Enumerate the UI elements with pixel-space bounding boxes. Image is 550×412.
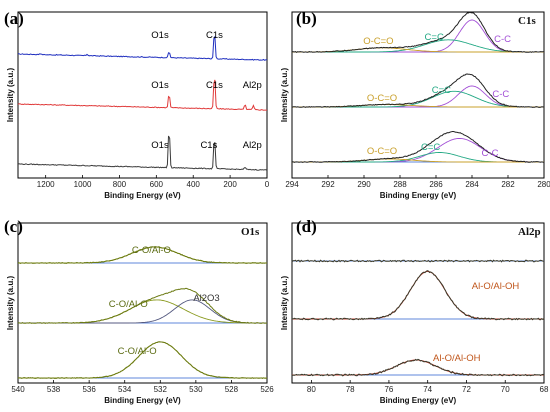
survey-spectrum-1: [17, 79, 267, 111]
x-tick-label: 288: [393, 180, 407, 189]
x-tick-label: 290: [357, 180, 371, 189]
fit-component: [292, 137, 544, 163]
y-axis-title: Intensity (a.u.): [280, 68, 289, 123]
envelope-curve: [291, 131, 545, 163]
plot-frame: [291, 11, 545, 179]
panel-title: O1s: [241, 226, 260, 238]
envelope-curve: [17, 341, 268, 379]
peak-label: Al-O/Al-OH: [433, 353, 481, 364]
fit-component: [292, 39, 544, 53]
x-tick-label: 294: [285, 180, 299, 189]
peak-annotation: O1s: [151, 140, 169, 151]
x-tick-label: 286: [429, 180, 443, 189]
x-tick-label: 600: [150, 180, 164, 189]
x-tick-label: 534: [118, 385, 132, 394]
x-tick-label: 68: [540, 385, 549, 394]
x-tick-label: 536: [82, 385, 96, 394]
x-tick-label: 538: [47, 385, 61, 394]
peak-label: C=C: [432, 85, 451, 96]
y-axis-title: Intensity (a.u.): [280, 276, 289, 331]
peak-annotation: C1s: [206, 80, 223, 91]
plot-frame: [17, 222, 268, 384]
peak-label: C-O/Al-O: [118, 346, 157, 357]
x-tick-label: 526: [260, 385, 274, 394]
peak-annotation: C1s: [200, 140, 217, 151]
panel-d: (d) Al2p 80 78 76 74 72 70 68 Binding Energy (eV)…: [280, 217, 549, 405]
peak-label: C-C: [492, 89, 509, 100]
envelope-curve: [17, 287, 268, 324]
panel-label: (b): [296, 9, 317, 28]
envelope-curve: [17, 246, 268, 264]
x-axis-title: Binding Energy (eV): [104, 191, 181, 200]
panel-c: (c) O1s 540 538 536 534 532 530 528 526 Binding En…: [4, 217, 274, 405]
x-tick-label: 292: [321, 180, 335, 189]
y-axis-title: Intensity (a.u.): [6, 276, 15, 331]
x-tick-label: 72: [462, 385, 471, 394]
panel-a: (a) 1200 1000 800 600 400 200 0 Binding Energy (…: [4, 9, 270, 200]
survey-spectrum-0: [18, 36, 267, 61]
peak-label: C=C: [425, 32, 444, 43]
x-tick-label: 0: [265, 180, 270, 189]
panel-label: (c): [4, 217, 23, 236]
envelope-curve: [291, 259, 545, 263]
x-tick-label: 74: [423, 385, 432, 394]
x-tick-label: 284: [465, 180, 479, 189]
x-tick-label: 200: [223, 180, 237, 189]
x-tick-label: 1000: [74, 180, 92, 189]
x-tick-label: 400: [187, 180, 201, 189]
x-tick-label: 540: [11, 385, 25, 394]
envelope-curve: [291, 73, 545, 108]
x-tick-label: 80: [307, 385, 316, 394]
plot-frame: [17, 11, 268, 179]
peak-annotation: O1s: [151, 30, 169, 41]
y-axis-title: Intensity (a.u.): [6, 68, 15, 123]
x-tick-label: 282: [501, 180, 515, 189]
plot-frame: [291, 222, 545, 384]
x-tick-label: 1200: [37, 180, 55, 189]
peak-label: C-O/Al-O: [132, 245, 171, 256]
x-axis-title: Binding Energy (eV): [380, 396, 457, 405]
peak-annotation: C1s: [206, 30, 223, 41]
peak-label: O-C=O: [363, 36, 393, 47]
peak-annotation: Al2p: [243, 140, 262, 151]
x-axis-title: Binding Energy (eV): [104, 396, 181, 405]
x-tick-label: 78: [346, 385, 355, 394]
peak-label: C-C: [494, 34, 511, 45]
x-tick-label: 800: [113, 180, 127, 189]
panel-b: (b) C1s 294 292 290 288 286 284 282 280 Binding En…: [280, 9, 550, 200]
panel-label: (a): [4, 9, 24, 28]
envelope-curve: [291, 270, 545, 321]
peak-label: C-O/Al-O: [109, 299, 148, 310]
peak-annotation: O1s: [151, 80, 169, 91]
panel-title: Al2p: [518, 226, 541, 238]
panel-title: C1s: [518, 15, 536, 27]
peak-label: O-C=O: [367, 93, 397, 104]
x-tick-label: 70: [501, 385, 510, 394]
x-tick-label: 280: [537, 180, 550, 189]
survey-spectrum-2: [17, 135, 268, 171]
peak-label: O-C=O: [367, 146, 397, 157]
panel-label: (d): [296, 217, 317, 236]
envelope-curve: [291, 11, 544, 53]
peak-label: C-C: [482, 148, 499, 159]
peak-label: C=C: [421, 142, 440, 153]
x-tick-label: 528: [225, 385, 239, 394]
x-tick-label: 76: [384, 385, 393, 394]
fit-component: [292, 359, 544, 376]
peak-label: Al-O/Al-OH: [472, 281, 520, 292]
x-tick-label: 530: [189, 385, 203, 394]
x-tick-label: 532: [154, 385, 168, 394]
x-axis-title: Binding Energy (eV): [380, 191, 457, 200]
envelope-curve: [291, 358, 545, 377]
peak-annotation: Al2p: [243, 80, 262, 91]
peak-label: Al2O3: [193, 293, 219, 304]
